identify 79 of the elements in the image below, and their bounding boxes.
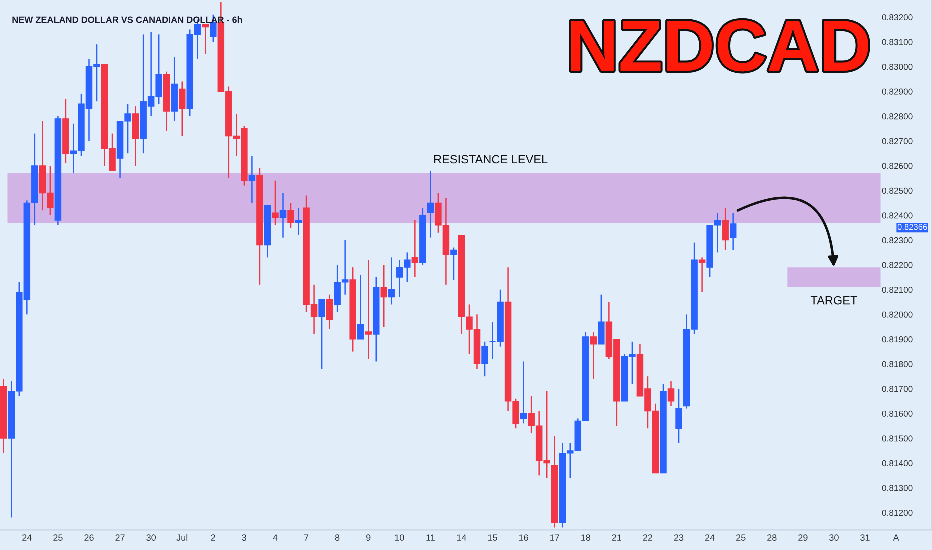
x-tick-label: 31 <box>860 534 870 541</box>
y-tick-label: 0.81700 <box>882 386 913 392</box>
y-tick-label: 0.82100 <box>882 286 913 294</box>
y-tick-label: 0.82200 <box>882 262 913 268</box>
candlestick <box>668 380 675 407</box>
y-tick-label: 0.81400 <box>882 460 913 467</box>
candlestick <box>357 274 364 340</box>
x-tick-label: 22 <box>643 534 653 541</box>
x-tick-label: 28 <box>768 534 777 541</box>
annotation: 0.82366 <box>898 224 928 230</box>
x-tick-label: 14 <box>457 534 466 541</box>
x-tick-label: 30 <box>146 534 156 541</box>
y-tick-label: 0.83200 <box>882 14 913 21</box>
y-tick-label: 0.82700 <box>882 138 913 144</box>
y-tick-label: 0.81200 <box>882 510 913 516</box>
x-tick-label: 9 <box>366 534 371 541</box>
x-tick-label: 24 <box>705 534 715 541</box>
x-tick-label: 4 <box>273 534 278 541</box>
y-tick-label: 0.82900 <box>882 88 913 95</box>
x-tick-label: 27 <box>116 534 125 541</box>
candlestick <box>730 212 737 251</box>
y-tick-label: 0.82000 <box>882 312 913 318</box>
x-tick-label: 25 <box>54 534 63 541</box>
candlestick <box>202 24 210 56</box>
x-tick-label: 25 <box>736 534 746 541</box>
y-tick-label: 0.82500 <box>882 188 913 194</box>
candlestick <box>482 341 488 378</box>
x-tick-label: 23 <box>674 534 684 541</box>
candlestick <box>412 220 419 278</box>
x-tick-label: 8 <box>335 534 340 541</box>
candlestick <box>388 257 396 306</box>
candlestick <box>380 264 388 328</box>
candlestick <box>295 207 302 236</box>
x-tick-label: 15 <box>488 534 498 541</box>
candlestick <box>598 294 605 346</box>
candlestick <box>450 247 458 281</box>
x-tick-label: Jul <box>176 534 188 541</box>
candlestick <box>272 180 279 226</box>
candlestick <box>365 260 372 360</box>
y-tick-label: 0.82600 <box>882 163 913 170</box>
candlestick <box>248 155 256 204</box>
y-tick-label: 0.81900 <box>882 336 913 343</box>
x-tick-label: 26 <box>84 534 94 541</box>
x-tick-label: 11 <box>426 534 435 541</box>
band-label: RESISTANCE LEVEL <box>434 155 548 164</box>
chart-subtitle: NZDCAD <box>571 20 868 72</box>
y-tick-label: 0.81600 <box>882 410 913 417</box>
x-tick-label: 18 <box>582 534 591 541</box>
candlestick <box>698 257 706 293</box>
candlestick <box>178 81 186 137</box>
x-tick-label: A <box>893 534 900 541</box>
y-tick-label: 0.82800 <box>882 114 913 120</box>
x-tick-label: 2 <box>211 534 216 541</box>
x-tick-label: 3 <box>242 534 247 541</box>
y-tick-label: 0.81300 <box>882 485 913 492</box>
y-tick-label: 0.82300 <box>882 237 913 244</box>
y-tick-label: 0.81800 <box>882 361 913 368</box>
x-tick-label: 7 <box>304 534 309 541</box>
x-tick-label: 24 <box>22 534 32 541</box>
candlestick <box>326 294 334 330</box>
y-tick-label: 0.81500 <box>882 436 913 442</box>
candlestick <box>520 361 528 424</box>
x-tick-label: 16 <box>519 534 528 541</box>
y-tick-label: 0.83000 <box>882 64 913 70</box>
x-tick-label: 29 <box>798 534 808 541</box>
candlestick <box>676 388 682 444</box>
candlestick <box>427 170 434 238</box>
x-tick-label: 10 <box>395 534 404 541</box>
x-tick-label: 30 <box>830 534 839 541</box>
y-tick-label: 0.83100 <box>882 39 913 46</box>
candlestick <box>722 207 729 251</box>
x-tick-label: 21 <box>612 534 622 541</box>
candlestick <box>590 331 598 380</box>
candlestick <box>280 192 287 238</box>
y-tick-label: 0.82400 <box>882 212 913 219</box>
candlestick <box>318 299 326 370</box>
x-tick-label: 17 <box>550 534 560 541</box>
candlestick <box>288 202 294 229</box>
band-label: TARGET <box>810 296 858 305</box>
